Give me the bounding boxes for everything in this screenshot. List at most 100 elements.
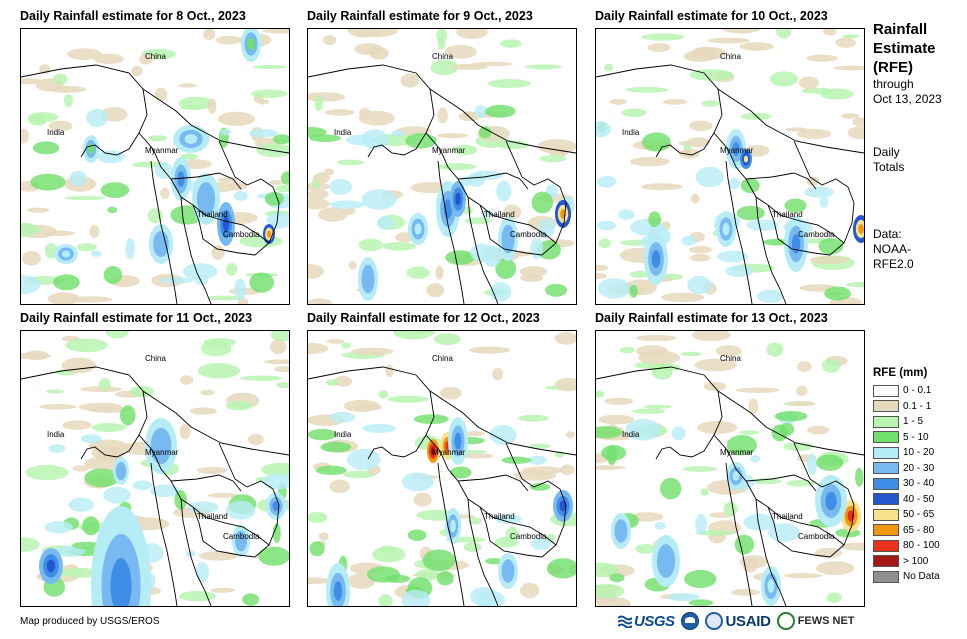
rainfall-patch [413, 414, 449, 424]
rainfall-patch [679, 148, 700, 159]
rainfall-patch [378, 594, 393, 606]
rainfall-patch [309, 541, 325, 557]
rainfall-map: China India Myanmar Thailand Cambodia [20, 330, 290, 607]
rainfall-patch [694, 358, 737, 372]
rainfall-patch [474, 105, 488, 119]
rainfall-patch [258, 546, 289, 566]
rainfall-patch [596, 220, 616, 231]
rainfall-patch [519, 266, 548, 277]
rainfall-patch [809, 255, 850, 264]
rainfall-patch [21, 223, 40, 237]
panel-title: Daily Rainfall estimate for 8 Oct., 2023 [20, 9, 246, 23]
legend-item: 20 - 30 [873, 461, 965, 477]
rainfall-patch [437, 163, 477, 171]
country-border [596, 64, 864, 154]
fews-net-logo: FEWS NET [776, 612, 855, 630]
panel-title: Daily Rainfall estimate for 10 Oct., 202… [595, 9, 828, 23]
rainfall-patch [662, 98, 688, 105]
country-border [218, 140, 280, 256]
rainfall-patch [264, 191, 284, 206]
rainfall-patch [463, 206, 473, 215]
rainfall-cell [222, 216, 230, 232]
rainfall-patch [596, 562, 619, 578]
rainfall-patch [180, 375, 194, 385]
country-border [485, 522, 543, 558]
rainfall-patch [629, 270, 649, 278]
usaid-seal-icon [704, 612, 723, 630]
rainfall-patch [189, 407, 218, 415]
rainfall-patch [797, 128, 832, 139]
fews-net-emblem-icon [776, 612, 795, 630]
usgs-wordmark: USGS [634, 612, 675, 630]
rainfall-patch [68, 497, 94, 512]
rainfall-patch [272, 134, 289, 145]
rainfall-patch [341, 342, 351, 349]
rainfall-patch [688, 599, 714, 606]
country-border [150, 462, 178, 606]
rainfall-patch [796, 385, 808, 397]
rainfall-patch [233, 191, 248, 201]
country-border [192, 506, 270, 546]
rainfall-patch [393, 331, 435, 340]
rainfall-patch [240, 375, 283, 381]
rainfall-patch [835, 37, 856, 48]
rainfall-patch [529, 443, 551, 449]
rainfall-patch [680, 351, 702, 357]
rainfall-patch [30, 173, 66, 191]
rainfall-patch [816, 561, 855, 576]
rainfall-patch [91, 423, 127, 432]
country-label: Thailand [772, 210, 803, 219]
rainfall-patch [200, 389, 215, 396]
rainfall-patch [262, 29, 289, 34]
rainfall-patch [847, 126, 864, 140]
rainfall-patch [84, 468, 120, 488]
legend-label: 40 - 50 [903, 493, 935, 505]
through-date: Oct 13, 2023 [873, 92, 942, 106]
legend-label: 80 - 100 [903, 540, 940, 552]
country-border [192, 204, 270, 244]
rainfall-cell [455, 192, 461, 206]
rainfall-patch [806, 54, 838, 62]
rainfall-patch [621, 108, 647, 117]
rainfall-patch [90, 250, 102, 257]
usaid-wordmark: USAID [725, 612, 771, 630]
fews-net-wordmark: FEWS NET [797, 615, 855, 627]
rainfall-patch [841, 113, 860, 119]
country-label: Cambodia [223, 230, 260, 239]
map-canvas: China India Myanmar Thailand Cambodia [308, 331, 576, 606]
country-border [198, 522, 256, 558]
rainfall-patch [596, 465, 626, 470]
rainfall-patch [196, 466, 228, 474]
country-label: Cambodia [223, 532, 260, 541]
rainfall-cell [504, 231, 512, 247]
rainfall-patch [816, 454, 844, 471]
rainfall-patch [774, 411, 808, 422]
rainfall-patch [107, 206, 118, 214]
rainfall-cell [732, 471, 740, 481]
rainfall-patch [625, 418, 661, 441]
rainfall-patch [478, 126, 492, 139]
title-line: Rainfall [873, 21, 928, 38]
rainfall-patch [276, 382, 289, 389]
rainfall-patch [211, 245, 225, 260]
legend-label: 30 - 40 [903, 478, 935, 490]
country-border [485, 220, 543, 256]
rainfall-patch [251, 89, 288, 98]
rainfall-patch [598, 238, 611, 249]
rainfall-patch [436, 133, 469, 139]
rainfall-patch [725, 265, 754, 277]
rainfall-patch [683, 50, 716, 62]
legend-swatch [873, 524, 899, 537]
rainfall-patch [329, 200, 365, 209]
country-label: Myanmar [145, 448, 179, 457]
rainfall-patch [253, 65, 287, 69]
rainfall-patch [695, 513, 707, 536]
rainfall-patch [640, 183, 683, 191]
rainfall-patch [776, 29, 792, 39]
legend-label: 5 - 10 [903, 431, 929, 443]
rainfall-patch [378, 390, 389, 399]
rainfall-patch [337, 159, 365, 166]
rainfall-patch [308, 512, 328, 523]
rainfall-patch [379, 545, 396, 553]
rainfall-patch [806, 453, 818, 475]
